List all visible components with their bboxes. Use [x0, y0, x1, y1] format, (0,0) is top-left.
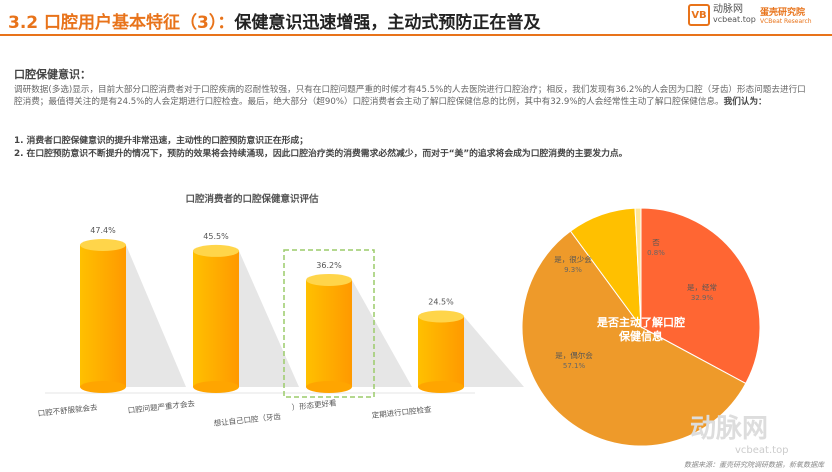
page-title: 3.2 口腔用户基本特征（3）：保健意识迅速增强，主动式预防正在普及 [8, 8, 540, 33]
bar-category-label-cont: ）形态更好看 [291, 397, 337, 412]
point-2: 2. 在口腔预防意识不断提升的情况下，预防的效果将会持续涌现，因此口腔治疗类的消… [14, 148, 628, 159]
vbr-logo: 蛋壳研究院 VCBeat Research [760, 5, 812, 25]
bar-top [418, 310, 464, 323]
bar-bottom [418, 381, 464, 393]
title-rule [0, 34, 832, 36]
title-text: 保健意识迅速增强，主动式预防正在普及 [234, 13, 541, 33]
pie-slice-label: 是，偶尔会 [555, 350, 593, 360]
pie-title-line2: 保健信息 [618, 329, 663, 343]
bar-shadow [464, 316, 524, 387]
bar-bottom [306, 381, 352, 393]
bar-top [306, 273, 352, 286]
pie-slice-value: 57.1% [563, 362, 586, 370]
vb-logo-icon: VB [688, 4, 710, 26]
bar-value-label: 47.4% [90, 226, 116, 235]
section-number: 3.2 口腔用户基本特征（3）： [8, 13, 235, 33]
bar-category-label: 定期进行口腔检查 [371, 404, 432, 420]
bar-0 [80, 245, 126, 387]
section-heading: 口腔保健意识： [14, 68, 91, 81]
pie-slice-label: 否 [652, 238, 660, 247]
watermark-url: vcbeat.top [735, 445, 789, 456]
vcbeat-logo: VB 动脉网 vcbeat.top [688, 4, 756, 26]
bar-value-label: 45.5% [203, 232, 229, 241]
pie-title-line1: 是否主动了解口腔 [596, 315, 685, 329]
watermark: 动脉网 [690, 414, 768, 444]
watermark-cn: 动脉网 [690, 414, 769, 444]
bar-value-label: 36.2% [316, 261, 342, 270]
data-source: 数据来源：蛋壳研究院调研数据，新氧数据库 [684, 461, 824, 469]
pie-slice-value: 32.9% [691, 294, 714, 302]
bar-top [193, 244, 239, 257]
bar-2 [306, 279, 352, 387]
bar-shadow [126, 245, 186, 387]
key-points: 1. 消费者口腔保健意识的提升非常迅速，主动性的口腔预防意识正在形成； 2. 在… [14, 135, 627, 160]
bar-chart-title: 口腔消费者的口腔保健意识评估 [185, 193, 319, 205]
bar-3 [418, 316, 464, 387]
bar-category-label: 想让自己口腔（牙齿 [213, 411, 282, 428]
body-paragraph: 调研数据(多选)显示，目前大部分口腔消费者对于口腔疾病的忍耐性较强，只有在口腔问… [14, 84, 814, 108]
pie-slice-label: 是，经常 [687, 282, 717, 292]
bar-value-label: 24.5% [428, 298, 454, 307]
highlight-box [283, 249, 375, 398]
vbr-name: 蛋壳研究院 [760, 8, 806, 18]
bar-shadow [352, 279, 412, 387]
pie-center-title: 是否主动了解口腔保健信息 [596, 315, 685, 343]
point-1: 1. 消费者口腔保健意识的提升非常迅速，主动性的口腔预防意识正在形成； [14, 136, 309, 146]
conclusion-text: 我们认为： [723, 97, 767, 107]
bar-shadow [239, 250, 299, 387]
pie-slice-label: 是，很少会 [554, 254, 592, 264]
pie-slice-value: 0.8% [647, 249, 665, 257]
bar-top [80, 239, 126, 251]
bar-category-label: 口腔问题严重才会去 [127, 398, 196, 415]
vbr-en: VCBeat Research [760, 18, 812, 25]
pie-slice-value: 9.3% [564, 266, 582, 274]
bar-category-label: 口腔不舒服就会去 [37, 402, 98, 418]
logo-cn: 动脉网 [713, 4, 743, 15]
paragraph-text: 调研数据(多选)显示，目前大部分口腔消费者对于口腔疾病的忍耐性较强，只有在口腔问… [14, 85, 806, 107]
pie-slice-1 [521, 230, 747, 447]
bar-bottom [193, 381, 239, 393]
pie-slice-0 [640, 207, 761, 385]
bar-1 [193, 250, 239, 387]
pie-slice-3 [634, 207, 642, 328]
bar-bottom [80, 381, 126, 393]
logo-url: vcbeat.top [713, 15, 756, 24]
